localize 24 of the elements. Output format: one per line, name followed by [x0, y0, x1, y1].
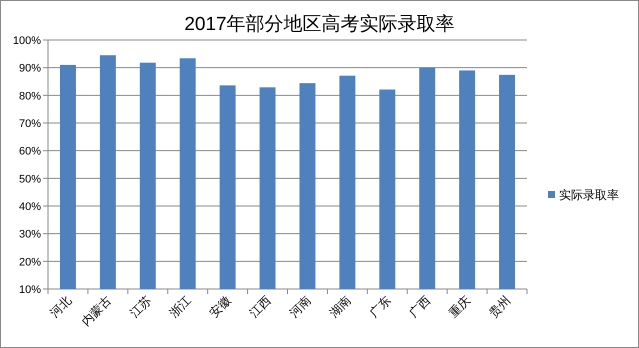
- x-tick-label: 江西: [246, 293, 274, 320]
- y-tick-label: 50%: [18, 173, 42, 186]
- x-tick-label: 浙江: [166, 293, 194, 320]
- x-tick-label: 广东: [366, 293, 394, 320]
- y-tick-label: 100%: [12, 35, 42, 47]
- y-tick-label: 80%: [18, 90, 42, 102]
- y-tick-label: 30%: [18, 228, 42, 241]
- y-tick-label: 70%: [18, 118, 42, 130]
- x-tick-label: 安徽: [206, 293, 234, 320]
- title: 2017年部分地区高考实际录取率: [184, 14, 455, 35]
- x-tick-label: 湖南: [326, 293, 354, 320]
- y-tick-label: 10%: [18, 284, 42, 296]
- x-tick-label: 贵州: [486, 293, 514, 320]
- legend-label: 实际录取率: [559, 188, 619, 202]
- y-tick-label: 40%: [18, 201, 42, 213]
- y-tick-label: 20%: [18, 256, 42, 268]
- x-tick-label: 重庆: [446, 293, 474, 320]
- x-tick-label: 河南: [286, 293, 314, 320]
- y-tick-label: 90%: [18, 62, 42, 75]
- x-tick-label: 江苏: [127, 293, 154, 320]
- y-tick-label: 60%: [18, 146, 42, 158]
- x-tick-label: 内蒙古: [78, 293, 114, 329]
- x-tick-label: 广西: [406, 293, 434, 320]
- x-tick-label: 河北: [47, 293, 74, 320]
